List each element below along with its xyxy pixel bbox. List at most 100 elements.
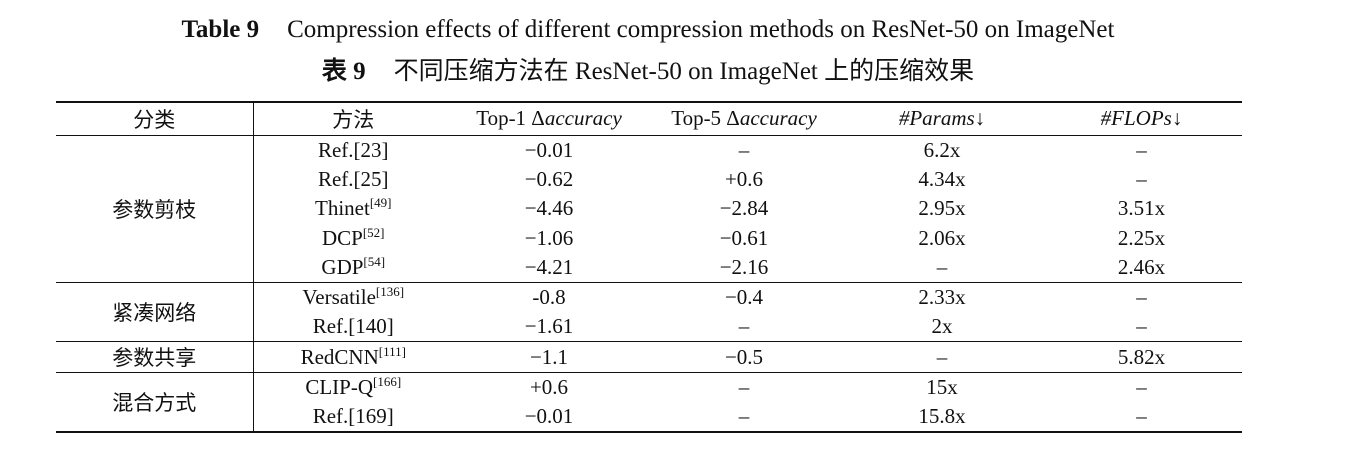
method-cell: Versatile[136] (253, 283, 453, 313)
method-name: Versatile (302, 285, 376, 309)
flops-cell: 5.82x (1041, 341, 1242, 373)
flops-cell: – (1136, 137, 1147, 162)
params-cell: – (843, 341, 1041, 373)
top1-cell: −0.62 (524, 166, 574, 191)
table-row: Ref.[25] −0.62 +0.6 4.34x – (56, 165, 1242, 195)
top1-cell: −4.46 (524, 196, 574, 221)
results-table: 分类 方法 Top-1 Δaccuracy Top-5 Δaccuracy #P… (56, 101, 1242, 433)
header-category: 分类 (56, 102, 254, 136)
header-top5-prefix: Top-5 Δ (671, 106, 740, 131)
top1-cell: −1.06 (524, 225, 574, 250)
citation-ref: [52] (362, 224, 385, 240)
header-top1-italic: accuracy (544, 106, 622, 131)
method-name: Ref.[169] (312, 403, 394, 428)
table-row: 紧凑网络 Versatile[136] -0.8 −0.4 2.33x – (56, 282, 1242, 342)
method-name: DCP (321, 225, 363, 250)
top5-cell: −0.4 (724, 285, 764, 309)
caption-english: Table 9 Compression effects of different … (0, 14, 1296, 46)
top5-cell: −0.5 (645, 341, 843, 373)
params-cell: – (843, 253, 1041, 283)
citation-ref: [166] (373, 374, 402, 389)
params-cell: 2.06x (918, 225, 966, 250)
method-name: CLIP-Q (305, 375, 373, 399)
top5-cell: −2.84 (719, 196, 769, 221)
method-cell: RedCNN[111] (253, 341, 453, 373)
top5-cell: +0.6 (724, 166, 764, 191)
header-top1: Top-1 Δaccuracy (453, 102, 645, 136)
header-top5: Top-5 Δaccuracy (645, 102, 843, 136)
flops-cell: – (1136, 375, 1147, 399)
top5-cell: – (738, 375, 750, 399)
citation-ref: [111] (378, 343, 406, 359)
flops-cell: 3.51x (1117, 196, 1166, 221)
top5-cell: – (645, 312, 843, 342)
table-row: Ref.[169] −0.01 – 15.8x – (56, 402, 1242, 432)
params-cell: 2.95x (918, 196, 966, 221)
params-cell: 15.8x (918, 403, 966, 428)
down-arrow-icon: ↓ (1171, 106, 1183, 131)
table-row: DCP[52] −1.06 −0.61 2.06x 2.25x (56, 224, 1242, 254)
top5-cell: – (738, 137, 750, 162)
table-row: 混合方式 CLIP-Q[166] +0.6–15x – (56, 372, 1242, 432)
header-top5-italic: accuracy (739, 106, 817, 131)
params-cell: 15x (926, 375, 958, 399)
method-name: GDP (321, 255, 364, 279)
method-name: Thinet (315, 196, 370, 221)
method-name: Ref.[25] (317, 166, 389, 191)
top1-cell: −1.1 (453, 341, 645, 373)
flops-cell: – (1041, 312, 1242, 342)
citation-ref: [54] (363, 254, 386, 269)
table-row: 参数共享 RedCNN[111] −1.1 −0.5–5.82x (56, 341, 1242, 373)
method-cell: Ref.[140] (253, 312, 453, 342)
method-name: Ref.[23] (317, 137, 389, 162)
flops-cell: – (1136, 403, 1147, 428)
top1-cell: +0.6 (529, 375, 569, 399)
method-cell: GDP[54] (253, 253, 453, 283)
top1-cell: −0.01 (524, 403, 574, 428)
category-cell: 参数共享 (56, 341, 254, 373)
method-cell: DCP[52] (253, 224, 453, 254)
method-cell: CLIP-Q[166] (253, 373, 453, 403)
header-row: 分类 方法 Top-1 Δaccuracy Top-5 Δaccuracy #P… (56, 102, 1242, 136)
method-name: Ref.[140] (312, 314, 394, 338)
top5-cell: −0.61 (719, 225, 769, 250)
caption-english-text: Compression effects of different compres… (287, 16, 1115, 43)
method-name: RedCNN (300, 344, 379, 369)
method-cell: Ref.[25] (253, 165, 453, 195)
caption-chinese-label: 表 9 (321, 58, 366, 85)
top1-cell: −0.01 (524, 137, 574, 162)
category-cell: 参数剪枝 (56, 135, 254, 283)
params-cell: 2x (843, 312, 1041, 342)
table-row: Ref.[140] −1.61–2x – (56, 312, 1242, 342)
method-cell: Ref.[169] (253, 402, 453, 432)
table-body: 参数剪枝 Ref.[23] −0.01 – 6.2x – Ref.[25] −0.62 +0.6… (56, 135, 1242, 432)
top5-cell: – (738, 403, 750, 428)
flops-cell: 2.46x (1041, 253, 1242, 283)
method-cell: Ref.[23] (253, 135, 453, 165)
table-row: Thinet[49] −4.46 −2.84 2.95x 3.51x (56, 194, 1242, 224)
top1-cell: −1.61 (453, 312, 645, 342)
header-top1-prefix: Top-1 Δ (476, 106, 545, 131)
category-cell: 混合方式 (56, 372, 254, 432)
params-cell: 6.2x (923, 137, 961, 162)
header-flops: #FLOPs↓ (1041, 102, 1242, 136)
caption-chinese-text: 不同压缩方法在 ResNet-50 on ImageNet 上的压缩效果 (393, 58, 975, 85)
params-cell: 4.34x (918, 166, 966, 191)
down-arrow-icon: ↓ (974, 106, 986, 131)
header-flops-label: #FLOPs (1100, 106, 1172, 131)
table-row: 参数剪枝 Ref.[23] −0.01 – 6.2x – (56, 135, 1242, 283)
method-cell: Thinet[49] (253, 194, 453, 224)
top1-cell: -0.8 (532, 285, 566, 309)
header-params: #Params↓ (843, 102, 1041, 136)
flops-cell: 2.25x (1117, 225, 1166, 250)
top1-cell: −4.21 (453, 253, 645, 283)
header-method: 方法 (253, 102, 453, 136)
params-cell: 2.33x (918, 285, 966, 309)
header-params-label: #Params (898, 106, 975, 131)
table-row: GDP[54] −4.21 −2.16–2.46x (56, 253, 1242, 283)
top5-cell: −2.16 (645, 253, 843, 283)
flops-cell: – (1136, 166, 1147, 191)
caption-chinese: 表 9 不同压缩方法在 ResNet-50 on ImageNet 上的压缩效果 (0, 56, 1296, 88)
flops-cell: – (1136, 285, 1147, 309)
citation-ref: [49] (369, 195, 392, 211)
